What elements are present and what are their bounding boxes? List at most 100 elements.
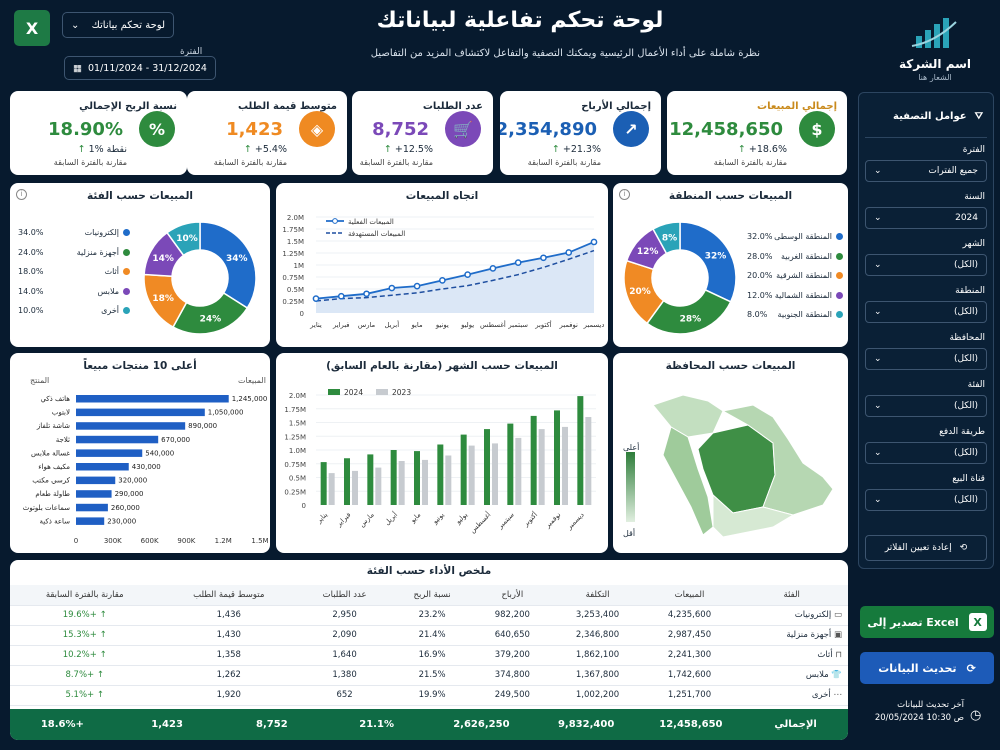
kpi-change: ↑ +5.4%: [244, 144, 287, 155]
map-region-west[interactable]: [662, 426, 714, 536]
company-logo-icon: [911, 18, 957, 48]
dashboard-select[interactable]: ⌄ لوحة تحكم بياناتك: [62, 12, 174, 38]
table-cell: 1,742,600: [643, 665, 736, 686]
tag-icon: ◈: [299, 111, 335, 147]
bar-2024: [367, 454, 374, 505]
refresh-data-button[interactable]: تحديث البيانات ⟳: [860, 652, 994, 684]
x-tick-label: ديسمبر: [583, 321, 605, 329]
map-color-scale: [626, 452, 635, 522]
x-tick-label: فبراير: [334, 511, 352, 529]
kpi-change: ↑ +12.5%: [384, 144, 433, 155]
table-cell: 23.2%: [391, 605, 474, 626]
legend-name: المنطقة الجنوبية: [777, 310, 832, 320]
kpi-title: إجمالي الأرباح: [581, 101, 651, 112]
legend-actual-marker: [332, 218, 338, 224]
product-value: 320,000: [118, 477, 147, 485]
product-bar: [76, 476, 116, 485]
period-picker[interactable]: ▦ 01/11/2024 - 31/12/2024: [64, 56, 216, 80]
table-cell: 2,090: [298, 625, 392, 646]
total-cell: 1,423: [151, 719, 183, 730]
kpi-change-value: +12.5%: [394, 144, 433, 155]
cell-value: 4,235,600: [667, 610, 712, 620]
filter-select[interactable]: ⌄ جميع الفترات: [865, 160, 987, 182]
trend-line-chart: 0.25M 0.5M 0.75M 1M 1.25M 1.5M 1.75M 2.0M 0 يناير…: [282, 214, 605, 329]
cart-icon: 🛒: [445, 111, 481, 147]
table-header: مقارنة بالفترة السابقة: [10, 585, 160, 606]
bar-2023: [562, 426, 568, 505]
filter-label: طريقة الدفع: [939, 427, 985, 437]
product-value: 430,000: [132, 463, 161, 471]
filter-select[interactable]: ⌄ (الكل): [865, 395, 987, 417]
table-cell: 21.4%: [391, 625, 474, 646]
kpi-card: نسبة الربح الإجمالي 18.90%% ↑ 1% نقطة مقارن…: [10, 91, 187, 175]
cell-value: 652: [336, 690, 353, 700]
change-value: +15.3%: [62, 630, 97, 640]
chevron-down-icon: ⌄: [874, 495, 882, 505]
donut-slice: [199, 221, 257, 310]
filter-select[interactable]: ⌄ (الكل): [865, 301, 987, 323]
filter-select[interactable]: ⌄ (الكل): [865, 489, 987, 511]
y-tick-label: 0.75M: [282, 274, 304, 282]
map-region-central[interactable]: [697, 424, 776, 514]
actual-point: [439, 277, 446, 284]
product-bar: [76, 395, 229, 403]
bar-2023: [492, 443, 498, 505]
total-cell: الإجمالي: [774, 719, 817, 730]
legend-pct: 20.0%: [747, 271, 773, 281]
total-cell: 12,458,650: [659, 719, 723, 730]
x-tick-label: ديسمبر: [565, 511, 586, 532]
product-name: كرسي مكتب: [32, 477, 70, 485]
table-header: متوسط قيمة الطلب: [159, 585, 299, 606]
kpi-value: 8,752: [372, 119, 429, 140]
filter-select[interactable]: ⌄ (الكل): [865, 442, 987, 464]
product-name: طاولة طعام: [35, 490, 70, 498]
x-tick-label: أبريل: [382, 510, 399, 527]
map-scale-high: أعلى: [623, 443, 640, 452]
kpi-compare: مقارنة بالفترة السابقة: [359, 158, 433, 167]
company-slogan: الشعار هنا: [918, 73, 952, 82]
reset-filters-button[interactable]: إعادة تعيين الفلاتر ⟲: [865, 535, 987, 561]
y-tick-label: 1M: [294, 262, 305, 270]
map-region-east[interactable]: [721, 404, 834, 516]
cell-value: 2,090: [332, 630, 357, 640]
legend-pct: 28.0%: [747, 251, 773, 261]
legend-pct: 8.0%: [747, 310, 768, 320]
y-tick-label: 1.5M: [289, 420, 306, 428]
reset-filters-label: إعادة تعيين الفلاتر: [884, 543, 952, 553]
kpi-value: 2,354,890: [500, 119, 597, 140]
product-bar: [76, 435, 159, 444]
legend-dot: [836, 291, 843, 299]
filter-select[interactable]: ⌄ (الكل): [865, 348, 987, 370]
filter-select[interactable]: ⌄ (الكل): [865, 254, 987, 276]
bar-2024: [390, 450, 397, 505]
top-products-bar-chart: هاتف ذكي 1,245,000 لابتوب 1,050,000 شاشة تلف…: [23, 395, 269, 545]
legend-pct: 24.0%: [18, 247, 44, 257]
x-tick-label: مارس: [358, 511, 376, 529]
filter-select[interactable]: ⌄ 2024: [865, 207, 987, 229]
more-icon: ⋯: [830, 690, 842, 700]
x-tick-label: يناير: [314, 511, 329, 526]
kpi-value: 12,458,650: [669, 119, 783, 140]
map-region-north[interactable]: [652, 394, 724, 438]
summary-table-card: ملخص الأداء حسب الفئة الفئة المبيعات التكل…: [10, 560, 848, 740]
info-icon[interactable]: i: [619, 189, 630, 200]
chevron-down-icon: ⌄: [874, 354, 882, 364]
map-region-south[interactable]: [712, 493, 795, 538]
table-cell: 652: [298, 685, 392, 706]
legend-2023-swatch: [376, 389, 388, 395]
arrow-up-icon: ↑: [383, 144, 395, 155]
table-row: ▭ إلكترونيات 4,235,600 3,253,400 982,200 23.…: [10, 605, 848, 626]
bar-2023: [398, 461, 405, 505]
kpi-change-value: +5.4%: [254, 144, 287, 155]
col-sales-label: المبيعات: [238, 376, 266, 385]
slice-label: 18%: [152, 294, 174, 304]
slice-label: 20%: [629, 287, 651, 297]
y-tick-label: 1.75M: [284, 406, 306, 414]
x-tick-label: أكتوبر: [520, 510, 539, 529]
table-cell: 1,430: [159, 625, 299, 646]
export-excel-button[interactable]: تصدير إلى Excel X: [860, 606, 994, 638]
legend-dot: [836, 233, 843, 241]
category-name: أجهزة منزلية: [786, 630, 832, 640]
filter-label: المحافظة: [949, 333, 985, 343]
info-icon[interactable]: i: [16, 189, 27, 200]
